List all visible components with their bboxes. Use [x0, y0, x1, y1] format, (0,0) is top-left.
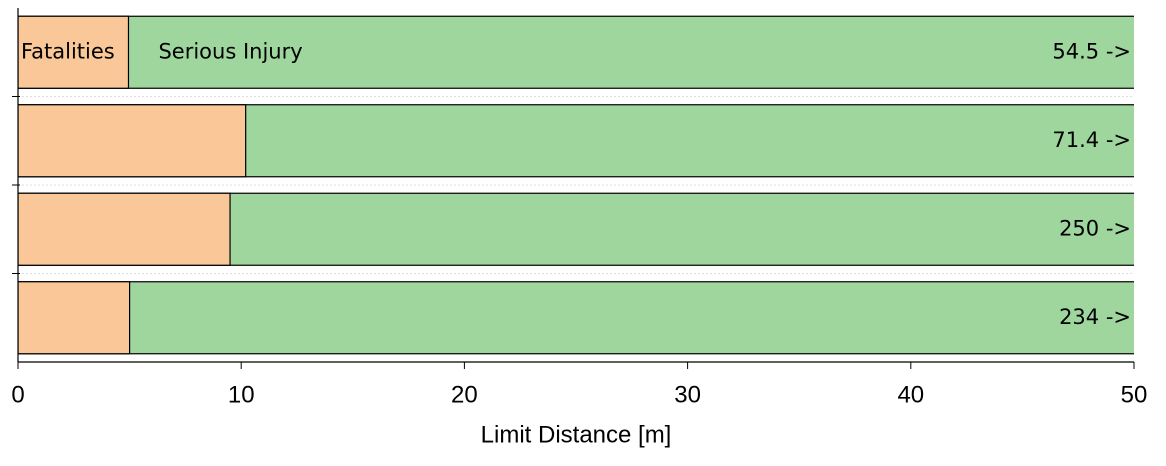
bar — [18, 192, 231, 266]
legend-label: Serious Injury — [158, 39, 302, 63]
legend-label: Fatalities — [21, 39, 115, 63]
value-label: 234 -> — [1059, 305, 1131, 329]
bar — [18, 281, 131, 355]
x-axis-title: Limit Distance [m] — [481, 421, 672, 448]
value-label: 54.5 -> — [1052, 39, 1131, 63]
value-label: 71.4 -> — [1052, 128, 1131, 152]
plot-area — [18, 15, 1134, 355]
x-tick-label: 50 — [1121, 381, 1148, 408]
value-label: 250 -> — [1059, 216, 1131, 240]
bar — [18, 15, 130, 89]
axes: 54.5 -> 71.4 -> 250 -> 234 -> Fatalities Seri… — [11, 8, 1147, 408]
x-tick-label: 30 — [674, 381, 701, 408]
bar — [18, 15, 1134, 89]
x-tick-label: 20 — [451, 381, 478, 408]
x-tick-label: 0 — [11, 381, 24, 408]
x-tick-label: 40 — [897, 381, 924, 408]
bar — [18, 104, 247, 178]
bar — [18, 281, 1134, 355]
x-tick-label: 10 — [228, 381, 255, 408]
